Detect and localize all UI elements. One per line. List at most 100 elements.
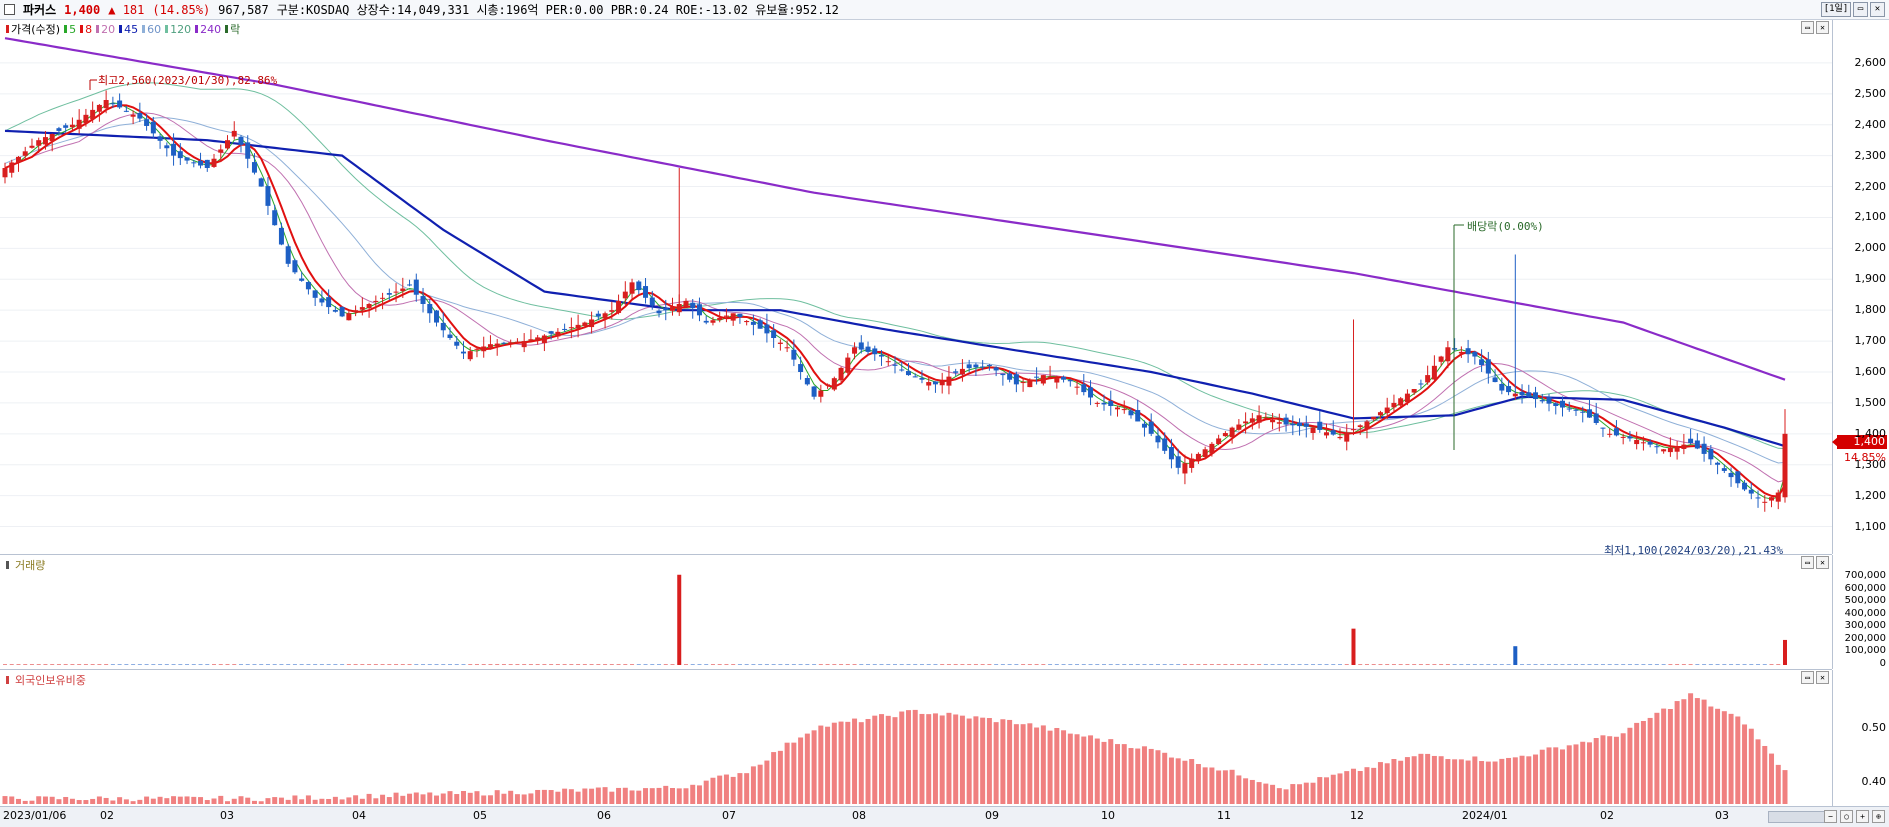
foreign-bar [1586, 742, 1592, 804]
zoom-reset-icon[interactable]: ○ [1840, 810, 1853, 823]
candle [723, 315, 729, 317]
select-checkbox[interactable] [4, 4, 15, 15]
foreign-chart-svg[interactable] [0, 670, 1832, 805]
foreign-bar [1667, 709, 1673, 804]
foreign-bar [575, 791, 581, 804]
volume-bar [97, 664, 102, 665]
foreign-ownership-panel[interactable]: 외국인보유비중 ▭ ✕ [0, 670, 1832, 805]
close-icon[interactable]: ✕ [1870, 2, 1885, 17]
foreign-bar [1431, 755, 1437, 804]
candle [865, 346, 871, 352]
volume-bar [1702, 664, 1707, 665]
foreign-bar [137, 799, 143, 804]
foreign-bar [932, 713, 938, 804]
foreign-bar [427, 792, 433, 804]
volume-bar [603, 664, 608, 665]
candle [137, 113, 143, 119]
candle [798, 364, 804, 372]
period-button[interactable]: [1일] [1821, 2, 1851, 17]
zoom-out-icon[interactable]: − [1824, 810, 1837, 823]
foreign-bar [1384, 763, 1390, 804]
foreign-bar [1222, 770, 1228, 804]
candle [2, 168, 8, 178]
panel-minimize-icon[interactable]: ▭ [1801, 21, 1814, 34]
foreign-bar [1337, 773, 1343, 804]
volume-bar [1499, 664, 1504, 665]
volume-panel-close-icon[interactable]: ✕ [1816, 556, 1829, 569]
volume-panel-minimize-icon[interactable]: ▭ [1801, 556, 1814, 569]
foreign-bar [852, 718, 858, 804]
current-arrow-icon [1832, 437, 1838, 447]
foreign-bar [191, 796, 197, 804]
volume-bar [791, 664, 796, 665]
foreign-bar [1533, 754, 1539, 804]
foreign-bar [1040, 725, 1046, 804]
volume-bar [137, 664, 142, 665]
candle [420, 296, 426, 304]
price-chart-panel[interactable]: 가격(수정) 5 8 20 45 60 120 240 락 최고2,560(20… [0, 20, 1832, 557]
volume-panel[interactable]: 거래량 ▭ ✕ [0, 555, 1832, 670]
foreign-bar [90, 798, 96, 804]
foreign-bar [798, 737, 804, 804]
foreign-bar [1742, 724, 1748, 804]
candle [1384, 407, 1390, 414]
candle [899, 369, 905, 371]
candle [872, 348, 878, 355]
candle [804, 378, 810, 385]
candle [852, 347, 858, 354]
zoom-in-icon[interactable]: + [1856, 810, 1869, 823]
foreign-bar [96, 796, 102, 804]
time-scrollbar[interactable] [1768, 811, 1830, 823]
foreign-bar [1081, 736, 1087, 804]
volume-bar [1769, 664, 1774, 665]
foreign-panel-close-icon[interactable]: ✕ [1816, 671, 1829, 684]
panel-close-icon[interactable]: ✕ [1816, 21, 1829, 34]
volume-bar [1263, 664, 1268, 665]
volume-bar [1398, 664, 1403, 665]
candle [1533, 392, 1539, 400]
volume-bar [427, 664, 432, 665]
foreign-bar [879, 714, 885, 804]
candle [750, 321, 756, 325]
candle [595, 313, 601, 317]
foreign-panel-minimize-icon[interactable]: ▭ [1801, 671, 1814, 684]
volume-chart-svg[interactable] [0, 555, 1832, 669]
candle [1499, 383, 1505, 391]
foreign-bar [117, 797, 123, 804]
volume-bar [1284, 664, 1289, 665]
volume-bar [764, 664, 769, 665]
volume-bar [1095, 664, 1100, 665]
price-y-tick: 1,900 [1854, 272, 1887, 286]
foreign-bar [447, 791, 453, 804]
volume-bar [839, 664, 844, 665]
candle [1580, 411, 1586, 413]
price-chart-svg[interactable] [0, 20, 1832, 554]
volume-bar [9, 664, 14, 665]
foreign-bar [265, 798, 271, 804]
foreign-bar [110, 800, 116, 804]
x-axis-label: 02 [1600, 809, 1614, 822]
volume-y-tick: 200,000 [1844, 632, 1886, 644]
candle [1108, 401, 1114, 406]
zoom-fit-icon[interactable]: ⊕ [1872, 810, 1885, 823]
foreign-bar [1297, 784, 1303, 804]
volume-bar [960, 664, 965, 665]
price-y-tick: 1,700 [1854, 334, 1887, 348]
restore-icon[interactable]: ▭ [1853, 2, 1868, 17]
x-axis-label: 06 [597, 809, 611, 822]
foreign-bar [1034, 727, 1040, 804]
candle [656, 310, 662, 314]
candle [1607, 433, 1613, 435]
price-y-tick: 2,200 [1854, 179, 1887, 193]
candle [555, 331, 561, 337]
foreign-bar [454, 794, 460, 804]
volume-bar [333, 664, 338, 665]
volume-bar [238, 664, 243, 665]
candle [1782, 433, 1788, 498]
foreign-bar [1735, 716, 1741, 804]
foreign-bar [831, 722, 837, 804]
volume-bar [697, 664, 702, 665]
candle [1627, 436, 1633, 439]
foreign-bar [1216, 770, 1222, 804]
volume-bar [1452, 664, 1457, 665]
